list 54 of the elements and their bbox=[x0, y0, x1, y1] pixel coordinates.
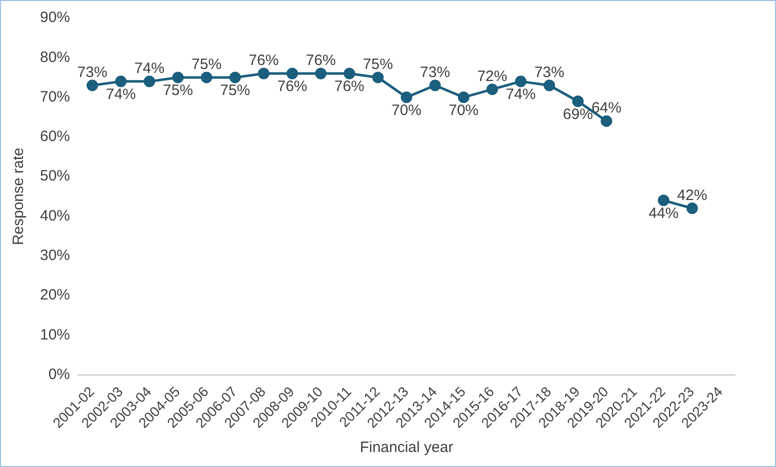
data-label: 75% bbox=[362, 56, 393, 74]
point bbox=[544, 80, 556, 92]
y-tick-label: 90% bbox=[40, 9, 70, 26]
point bbox=[372, 72, 384, 84]
data-label: 75% bbox=[220, 82, 250, 100]
point bbox=[400, 92, 412, 104]
data-label: 70% bbox=[391, 102, 422, 119]
data-label: 76% bbox=[334, 78, 364, 96]
point bbox=[344, 68, 356, 80]
point bbox=[515, 76, 527, 88]
point bbox=[115, 76, 127, 88]
data-label: 42% bbox=[677, 186, 708, 204]
point bbox=[200, 72, 212, 84]
point bbox=[658, 194, 670, 206]
point bbox=[600, 115, 612, 127]
data-label: 70% bbox=[448, 102, 479, 119]
data-label: 74% bbox=[106, 86, 136, 104]
data-label: 76% bbox=[248, 52, 279, 70]
y-tick-label: 70% bbox=[40, 88, 70, 106]
data-label: 73% bbox=[420, 64, 450, 82]
x-axis-title: Financial year bbox=[360, 439, 454, 456]
y-tick-label: 30% bbox=[40, 247, 70, 264]
point bbox=[258, 68, 270, 80]
point bbox=[86, 80, 98, 92]
y-tick-label: 0% bbox=[48, 366, 70, 383]
y-tick-label: 60% bbox=[40, 128, 70, 146]
data-label: 75% bbox=[162, 82, 194, 100]
data-label: 72% bbox=[477, 68, 508, 85]
data-label: 76% bbox=[306, 52, 336, 70]
point bbox=[229, 72, 241, 84]
point bbox=[144, 76, 156, 88]
data-label: 75% bbox=[192, 56, 222, 74]
point bbox=[172, 72, 184, 84]
point bbox=[286, 68, 298, 80]
point bbox=[458, 92, 470, 104]
point bbox=[572, 96, 584, 107]
y-tick-label: 20% bbox=[40, 286, 70, 304]
data-label: 74% bbox=[134, 60, 164, 78]
point bbox=[315, 68, 327, 80]
y-tick-label: 80% bbox=[40, 48, 70, 66]
data-label: 69% bbox=[562, 106, 593, 123]
y-tick-label: 10% bbox=[40, 326, 70, 344]
y-tick-label: 40% bbox=[40, 207, 70, 224]
data-label: 73% bbox=[77, 64, 108, 82]
data-label: 76% bbox=[277, 78, 308, 96]
point bbox=[429, 80, 441, 92]
data-label: 73% bbox=[534, 64, 564, 82]
data-label: 64% bbox=[591, 100, 622, 117]
point bbox=[486, 84, 498, 96]
y-axis-title: Response rate bbox=[10, 148, 28, 246]
point bbox=[686, 202, 698, 214]
data-label: 74% bbox=[506, 86, 536, 104]
data-label: 44% bbox=[648, 205, 679, 222]
y-tick-label: 50% bbox=[40, 168, 70, 185]
